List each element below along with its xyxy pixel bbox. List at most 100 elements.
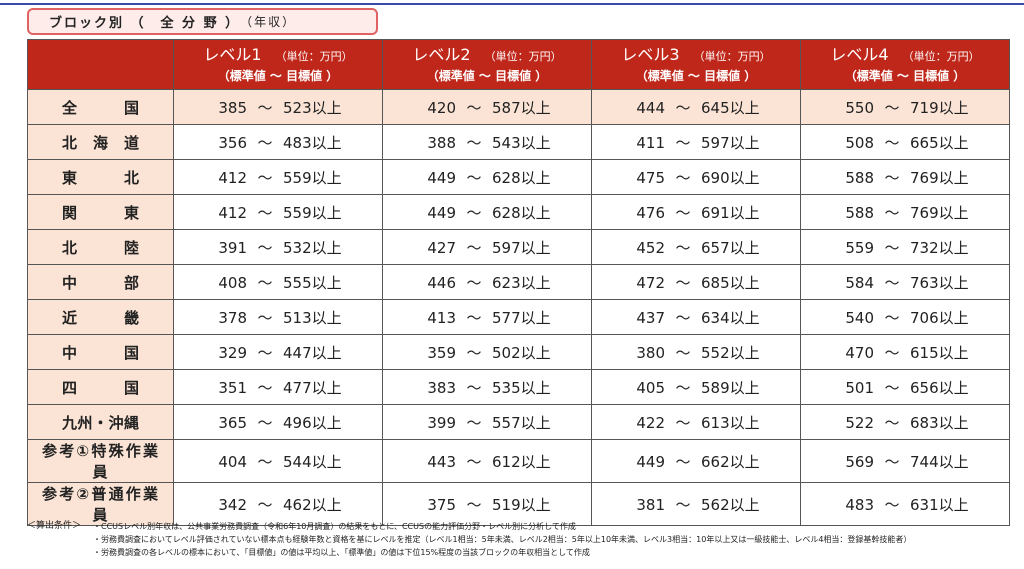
standard-value: 449	[427, 203, 456, 222]
standard-value: 420	[427, 98, 456, 117]
range-separator: ～	[466, 238, 482, 257]
target-number: 685	[701, 273, 730, 292]
target-value: 623以上	[492, 272, 558, 293]
value-cell: 351 ～ 477以上	[173, 369, 383, 405]
target-suffix: 以上	[311, 495, 342, 514]
target-suffix: 以上	[729, 308, 760, 327]
level3-unit: （単位：万円）	[693, 49, 771, 63]
target-value: 519以上	[492, 494, 558, 515]
standard-value: 475	[636, 168, 665, 187]
note-item: CCUSレベル別年収は、公共事業労務費調査（令和6年10月調査）の結果をもとに、…	[93, 520, 911, 533]
target-suffix: 以上	[938, 343, 969, 362]
target-value: 559以上	[283, 202, 349, 223]
range-separator: ～	[466, 133, 482, 152]
target-value: 769以上	[910, 202, 976, 223]
target-value: 628以上	[492, 167, 558, 188]
target-number: 631	[910, 495, 939, 514]
value-cell: 365 ～ 496以上	[173, 404, 383, 440]
target-number: 662	[701, 452, 730, 471]
target-number: 587	[492, 98, 521, 117]
region-cell: 近畿	[27, 299, 174, 335]
target-value: 535以上	[492, 377, 558, 398]
target-value: 613以上	[701, 412, 767, 433]
target-suffix: 以上	[520, 238, 551, 257]
region-cell: 北陸	[27, 229, 174, 265]
target-value: 763以上	[910, 272, 976, 293]
region-cell: 中部	[27, 264, 174, 300]
target-value: 732以上	[910, 237, 976, 258]
standard-value: 412	[218, 168, 247, 187]
target-suffix: 以上	[311, 238, 342, 257]
region-cell: 北海道	[27, 124, 174, 160]
standard-value: 375	[427, 495, 456, 514]
target-value: 462以上	[283, 494, 349, 515]
target-value: 513以上	[283, 307, 349, 328]
value-cell: 501 ～ 656以上	[800, 369, 1010, 405]
target-number: 744	[910, 452, 939, 471]
target-suffix: 以上	[729, 495, 760, 514]
target-number: 513	[283, 308, 312, 327]
standard-value: 405	[636, 378, 665, 397]
target-value: 719以上	[910, 97, 976, 118]
value-cell: 399 ～ 557以上	[382, 404, 592, 440]
title-label: ブロック別 （ 全 分 野 ）	[49, 16, 241, 31]
target-number: 597	[701, 133, 730, 152]
level1-name: レベル1	[203, 44, 262, 64]
target-suffix: 以上	[520, 495, 551, 514]
target-number: 477	[283, 378, 312, 397]
target-number: 557	[492, 413, 521, 432]
target-value: 552以上	[701, 342, 767, 363]
value-cell: 508 ～ 665以上	[800, 124, 1010, 160]
target-suffix: 以上	[938, 413, 969, 432]
target-number: 447	[283, 343, 312, 362]
range-separator: ～	[675, 495, 691, 514]
target-suffix: 以上	[520, 378, 551, 397]
standard-value: 342	[218, 495, 247, 514]
range-separator: ～	[884, 413, 900, 432]
target-suffix: 以上	[729, 452, 760, 471]
target-value: 612以上	[492, 451, 558, 472]
value-cell: 472 ～ 685以上	[591, 264, 801, 300]
standard-value: 446	[427, 273, 456, 292]
target-suffix: 以上	[729, 133, 760, 152]
range-separator: ～	[466, 203, 482, 222]
page-title: ブロック別 （ 全 分 野 ） （年収）	[27, 8, 378, 35]
target-value: 447以上	[283, 342, 349, 363]
target-suffix: 以上	[520, 168, 551, 187]
range-separator: ～	[466, 495, 482, 514]
standard-value: 388	[427, 133, 456, 152]
value-cell: 550 ～ 719以上	[800, 89, 1010, 125]
target-suffix: 以上	[729, 203, 760, 222]
level2-subheader: （標準値 ～ 目標値 ）	[426, 68, 548, 83]
standard-value: 399	[427, 413, 456, 432]
target-value: 502以上	[492, 342, 558, 363]
target-suffix: 以上	[938, 98, 969, 117]
value-cell: 444 ～ 645以上	[591, 89, 801, 125]
target-number: 559	[283, 203, 312, 222]
table-row: 九州・沖縄 365 ～ 496以上 399 ～ 557以上 422 ～ 613以上 522 ～ 683以…	[27, 404, 1010, 440]
target-suffix: 以上	[311, 273, 342, 292]
target-suffix: 以上	[729, 343, 760, 362]
range-separator: ～	[466, 413, 482, 432]
standard-value: 449	[636, 452, 665, 471]
target-suffix: 以上	[311, 203, 342, 222]
standard-value: 381	[636, 495, 665, 514]
table-row: 関東 412 ～ 559以上 449 ～ 628以上 476 ～ 691以上 588 ～ 769以上	[27, 194, 1010, 230]
target-number: 535	[492, 378, 521, 397]
standard-value: 422	[636, 413, 665, 432]
target-number: 683	[910, 413, 939, 432]
target-value: 597以上	[701, 132, 767, 153]
header-level1: レベル1 （単位：万円） （標準値 ～ 目標値 ）	[173, 39, 383, 90]
range-separator: ～	[884, 203, 900, 222]
range-separator: ～	[675, 203, 691, 222]
target-suffix: 以上	[311, 413, 342, 432]
target-suffix: 以上	[311, 343, 342, 362]
target-suffix: 以上	[311, 378, 342, 397]
range-separator: ～	[466, 98, 482, 117]
target-number: 623	[492, 273, 521, 292]
level2-name: レベル2	[412, 44, 471, 64]
range-separator: ～	[257, 98, 273, 117]
range-separator: ～	[257, 378, 273, 397]
target-value: 657以上	[701, 237, 767, 258]
level3-subheader: （標準値 ～ 目標値 ）	[635, 68, 757, 83]
